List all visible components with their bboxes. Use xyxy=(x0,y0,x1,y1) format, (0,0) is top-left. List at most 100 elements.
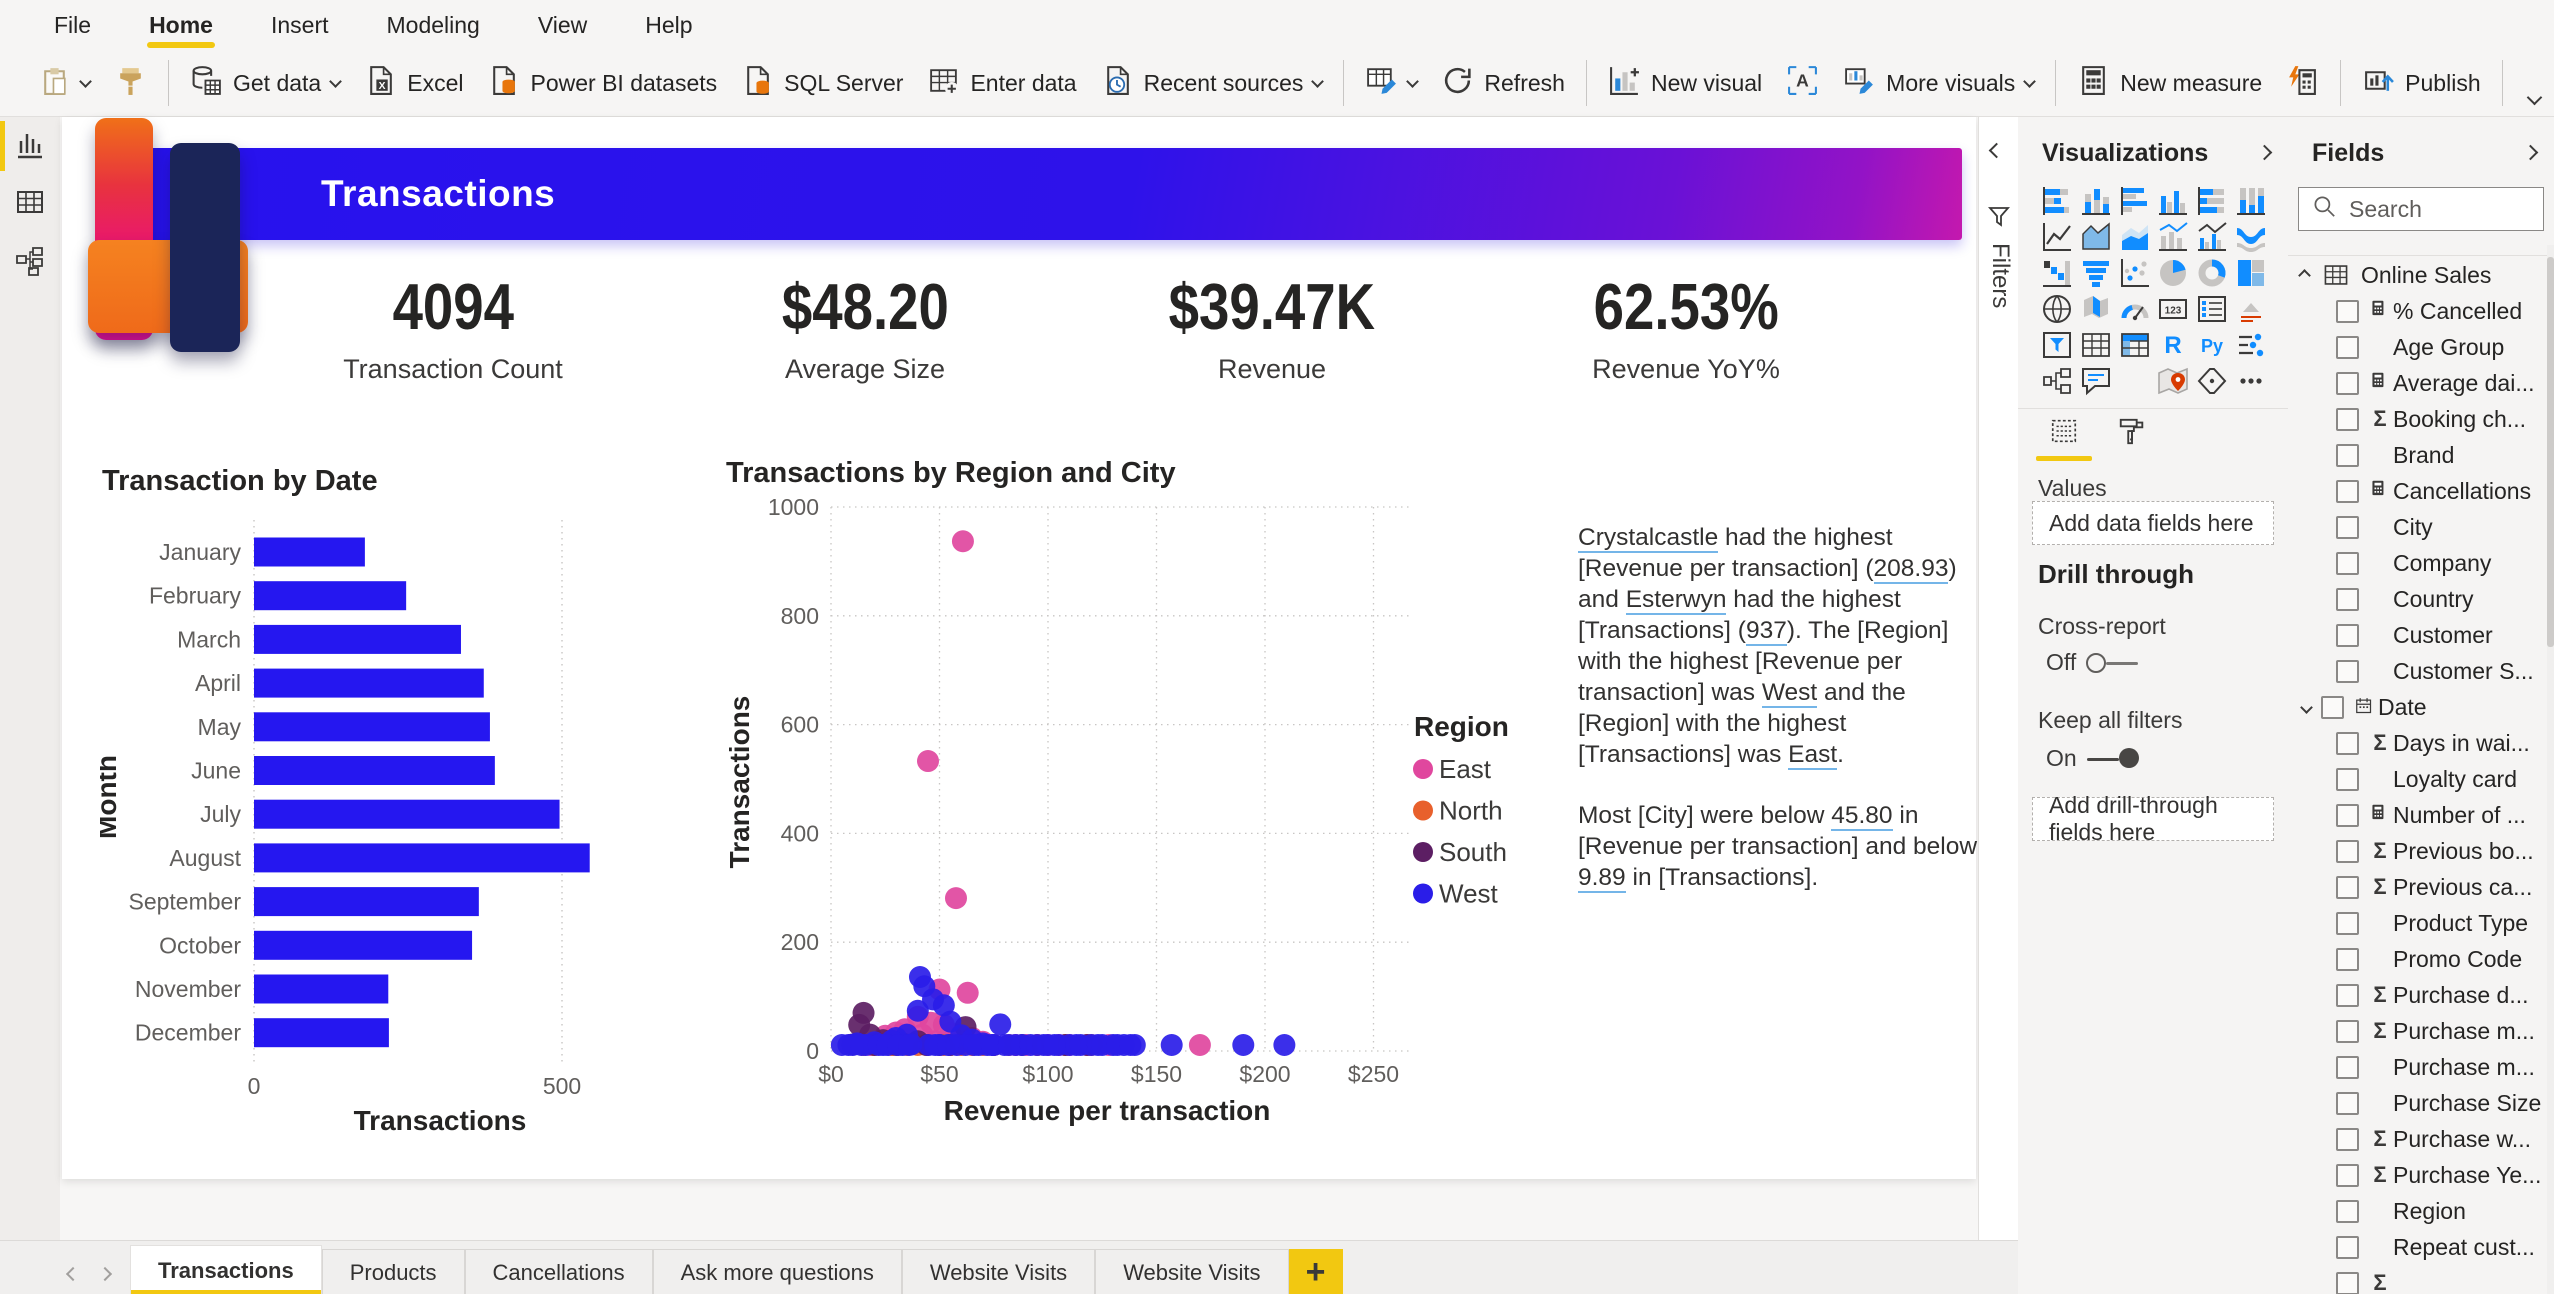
field-checkbox[interactable] xyxy=(2336,839,2359,863)
keep-all-filters-toggle[interactable]: On xyxy=(2046,745,2139,772)
kpi-card[interactable]: 4094 Transaction Count xyxy=(253,269,653,385)
line-and-stacked-column-chart-icon[interactable] xyxy=(2157,221,2190,254)
narrative-text-value[interactable]: 208.93 xyxy=(1873,555,1949,584)
expand-filters-icon[interactable] xyxy=(1988,142,2005,159)
area-chart-icon[interactable] xyxy=(2079,221,2112,254)
ribbon-chart-icon[interactable] xyxy=(2234,221,2267,254)
field-item-repeat-cust[interactable]: Repeat cust... xyxy=(2288,1229,2546,1265)
field-checkbox[interactable] xyxy=(2336,947,2359,971)
toggle-on-control[interactable] xyxy=(2086,747,2139,770)
kpi-card[interactable]: $48.20 Average Size xyxy=(665,269,1065,385)
report-page[interactable]: Transactions 4094 Transaction Count $48.20… xyxy=(62,117,1978,1179)
field-checkbox[interactable] xyxy=(2336,1271,2359,1294)
field-checkbox[interactable] xyxy=(2321,695,2344,719)
field-item-purchase-ye[interactable]: Σ Purchase Ye... xyxy=(2288,1157,2546,1193)
collapse-fields-icon[interactable] xyxy=(2522,144,2539,161)
new-measure-button[interactable]: New measure xyxy=(2065,59,2274,107)
field-item-cancellations[interactable]: Cancellations xyxy=(2288,473,2546,509)
field-checkbox[interactable] xyxy=(2336,1091,2359,1115)
field-checkbox[interactable] xyxy=(2336,1199,2359,1223)
smart-narrative-visual[interactable]: Crystalcastle had the highest [Revenue p… xyxy=(1578,522,1978,923)
transform-data-button[interactable] xyxy=(1353,59,1429,107)
field-checkbox[interactable] xyxy=(2336,983,2359,1007)
treemap-icon[interactable] xyxy=(2234,257,2267,290)
100-stacked-bar-chart-icon[interactable] xyxy=(2195,185,2228,218)
stacked-column-chart-icon[interactable] xyxy=(2079,185,2112,218)
field-item-purchase-w[interactable]: Σ Purchase w... xyxy=(2288,1121,2546,1157)
field-checkbox[interactable] xyxy=(2336,803,2359,827)
field-checkbox[interactable] xyxy=(2336,551,2359,575)
slicer-icon[interactable] xyxy=(2041,329,2074,362)
field-item-customer[interactable]: Customer xyxy=(2288,617,2546,653)
search-input[interactable] xyxy=(2347,194,2521,224)
page-tab-transactions[interactable]: Transactions xyxy=(130,1245,322,1294)
kpi-icon[interactable] xyxy=(2234,293,2267,326)
field-checkbox[interactable] xyxy=(2336,731,2359,755)
pie-chart-icon[interactable] xyxy=(2157,257,2190,290)
page-tab-cancellations[interactable]: Cancellations xyxy=(464,1249,653,1294)
add-drill-through-dropzone[interactable]: Add drill-through fields here xyxy=(2032,792,2274,845)
field-checkbox[interactable] xyxy=(2336,1019,2359,1043)
field-checkbox[interactable] xyxy=(2336,443,2359,467)
qa-icon[interactable] xyxy=(2079,365,2112,398)
field-item-purchase-m[interactable]: Σ Purchase m... xyxy=(2288,1013,2546,1049)
cross-report-toggle[interactable]: Off xyxy=(2046,649,2139,676)
get-data-button[interactable]: Get data xyxy=(178,59,352,107)
decomposition-tree-icon[interactable] xyxy=(2041,365,2074,398)
bar-chart-visual[interactable]: Transaction by Date 0 500 January February Ma… xyxy=(91,452,730,1162)
page-tab-website-visits[interactable]: Website Visits xyxy=(1095,1249,1289,1294)
field-item-purchase-m[interactable]: Purchase m... xyxy=(2288,1049,2546,1085)
recent-sources-button[interactable]: Recent sources xyxy=(1089,59,1335,107)
field-checkbox[interactable] xyxy=(2336,1235,2359,1259)
more-visuals-button[interactable]: More visuals xyxy=(1831,59,2046,107)
narrative-text-value[interactable]: 45.80 xyxy=(1831,802,1893,831)
line-and-clustered-column-chart-icon[interactable] xyxy=(2195,221,2228,254)
field-item[interactable]: Σ xyxy=(2288,1265,2546,1294)
narrative-text-value[interactable]: 9.89 xyxy=(1578,864,1626,893)
field-item-company[interactable]: Company xyxy=(2288,545,2546,581)
sidebar-model-view[interactable] xyxy=(0,233,60,291)
stacked-area-chart-icon[interactable] xyxy=(2118,221,2151,254)
menu-item-insert[interactable]: Insert xyxy=(270,11,329,38)
kpi-card[interactable]: $39.47K Revenue xyxy=(1072,269,1472,385)
table-icon[interactable] xyxy=(2079,329,2112,362)
field-checkbox[interactable] xyxy=(2336,335,2359,359)
card-icon[interactable]: 123 xyxy=(2157,293,2190,326)
field-item-city[interactable]: City xyxy=(2288,509,2546,545)
field-item-previous-bo[interactable]: Σ Previous bo... xyxy=(2288,833,2546,869)
publish-button[interactable]: Publish xyxy=(2350,59,2492,107)
field-checkbox[interactable] xyxy=(2336,479,2359,503)
page-tab-website-visits[interactable]: Website Visits xyxy=(901,1249,1096,1294)
refresh-button[interactable]: Refresh xyxy=(1429,59,1577,107)
line-chart-icon[interactable] xyxy=(2041,221,2074,254)
sidebar-data-view[interactable] xyxy=(0,175,60,233)
field-checkbox[interactable] xyxy=(2336,371,2359,395)
menu-item-home[interactable]: Home xyxy=(147,0,215,50)
field-checkbox[interactable] xyxy=(2336,875,2359,899)
filters-pane-collapsed[interactable]: Filters xyxy=(1978,117,2020,1294)
new-visual-button[interactable]: New visual xyxy=(1596,59,1774,107)
stacked-bar-chart-icon[interactable] xyxy=(2041,185,2074,218)
field-item--cancelled[interactable]: % Cancelled xyxy=(2288,293,2546,329)
field-item-average-dai[interactable]: Average dai... xyxy=(2288,365,2546,401)
collapse-table-icon[interactable] xyxy=(2298,268,2311,282)
paste-button[interactable] xyxy=(26,59,102,107)
menu-item-view[interactable]: View xyxy=(537,11,588,38)
waterfall-chart-icon[interactable] xyxy=(2041,257,2074,290)
more-options-icon[interactable] xyxy=(2234,365,2267,398)
scatter-chart-icon[interactable] xyxy=(2118,257,2151,290)
page-tab-ask-more-questions[interactable]: Ask more questions xyxy=(652,1249,902,1294)
map-icon[interactable] xyxy=(2041,293,2074,326)
kpi-card[interactable]: 62.53% Revenue YoY% xyxy=(1486,269,1886,385)
menu-item-modeling[interactable]: Modeling xyxy=(386,11,480,38)
field-checkbox[interactable] xyxy=(2336,1127,2359,1151)
scatter-chart-visual[interactable]: Transactions by Region and City 0 200 400 60… xyxy=(722,452,1542,1217)
text-box-button[interactable]: A xyxy=(1774,59,1831,107)
fields-scrollbar[interactable] xyxy=(2547,245,2554,1294)
field-checkbox[interactable] xyxy=(2336,407,2359,431)
gauge-icon[interactable] xyxy=(2118,293,2151,326)
menu-item-file[interactable]: File xyxy=(54,11,92,38)
python-icon[interactable]: Py xyxy=(2195,329,2228,362)
key-influencers-icon[interactable] xyxy=(2234,329,2267,362)
field-checkbox[interactable] xyxy=(2336,1163,2359,1187)
